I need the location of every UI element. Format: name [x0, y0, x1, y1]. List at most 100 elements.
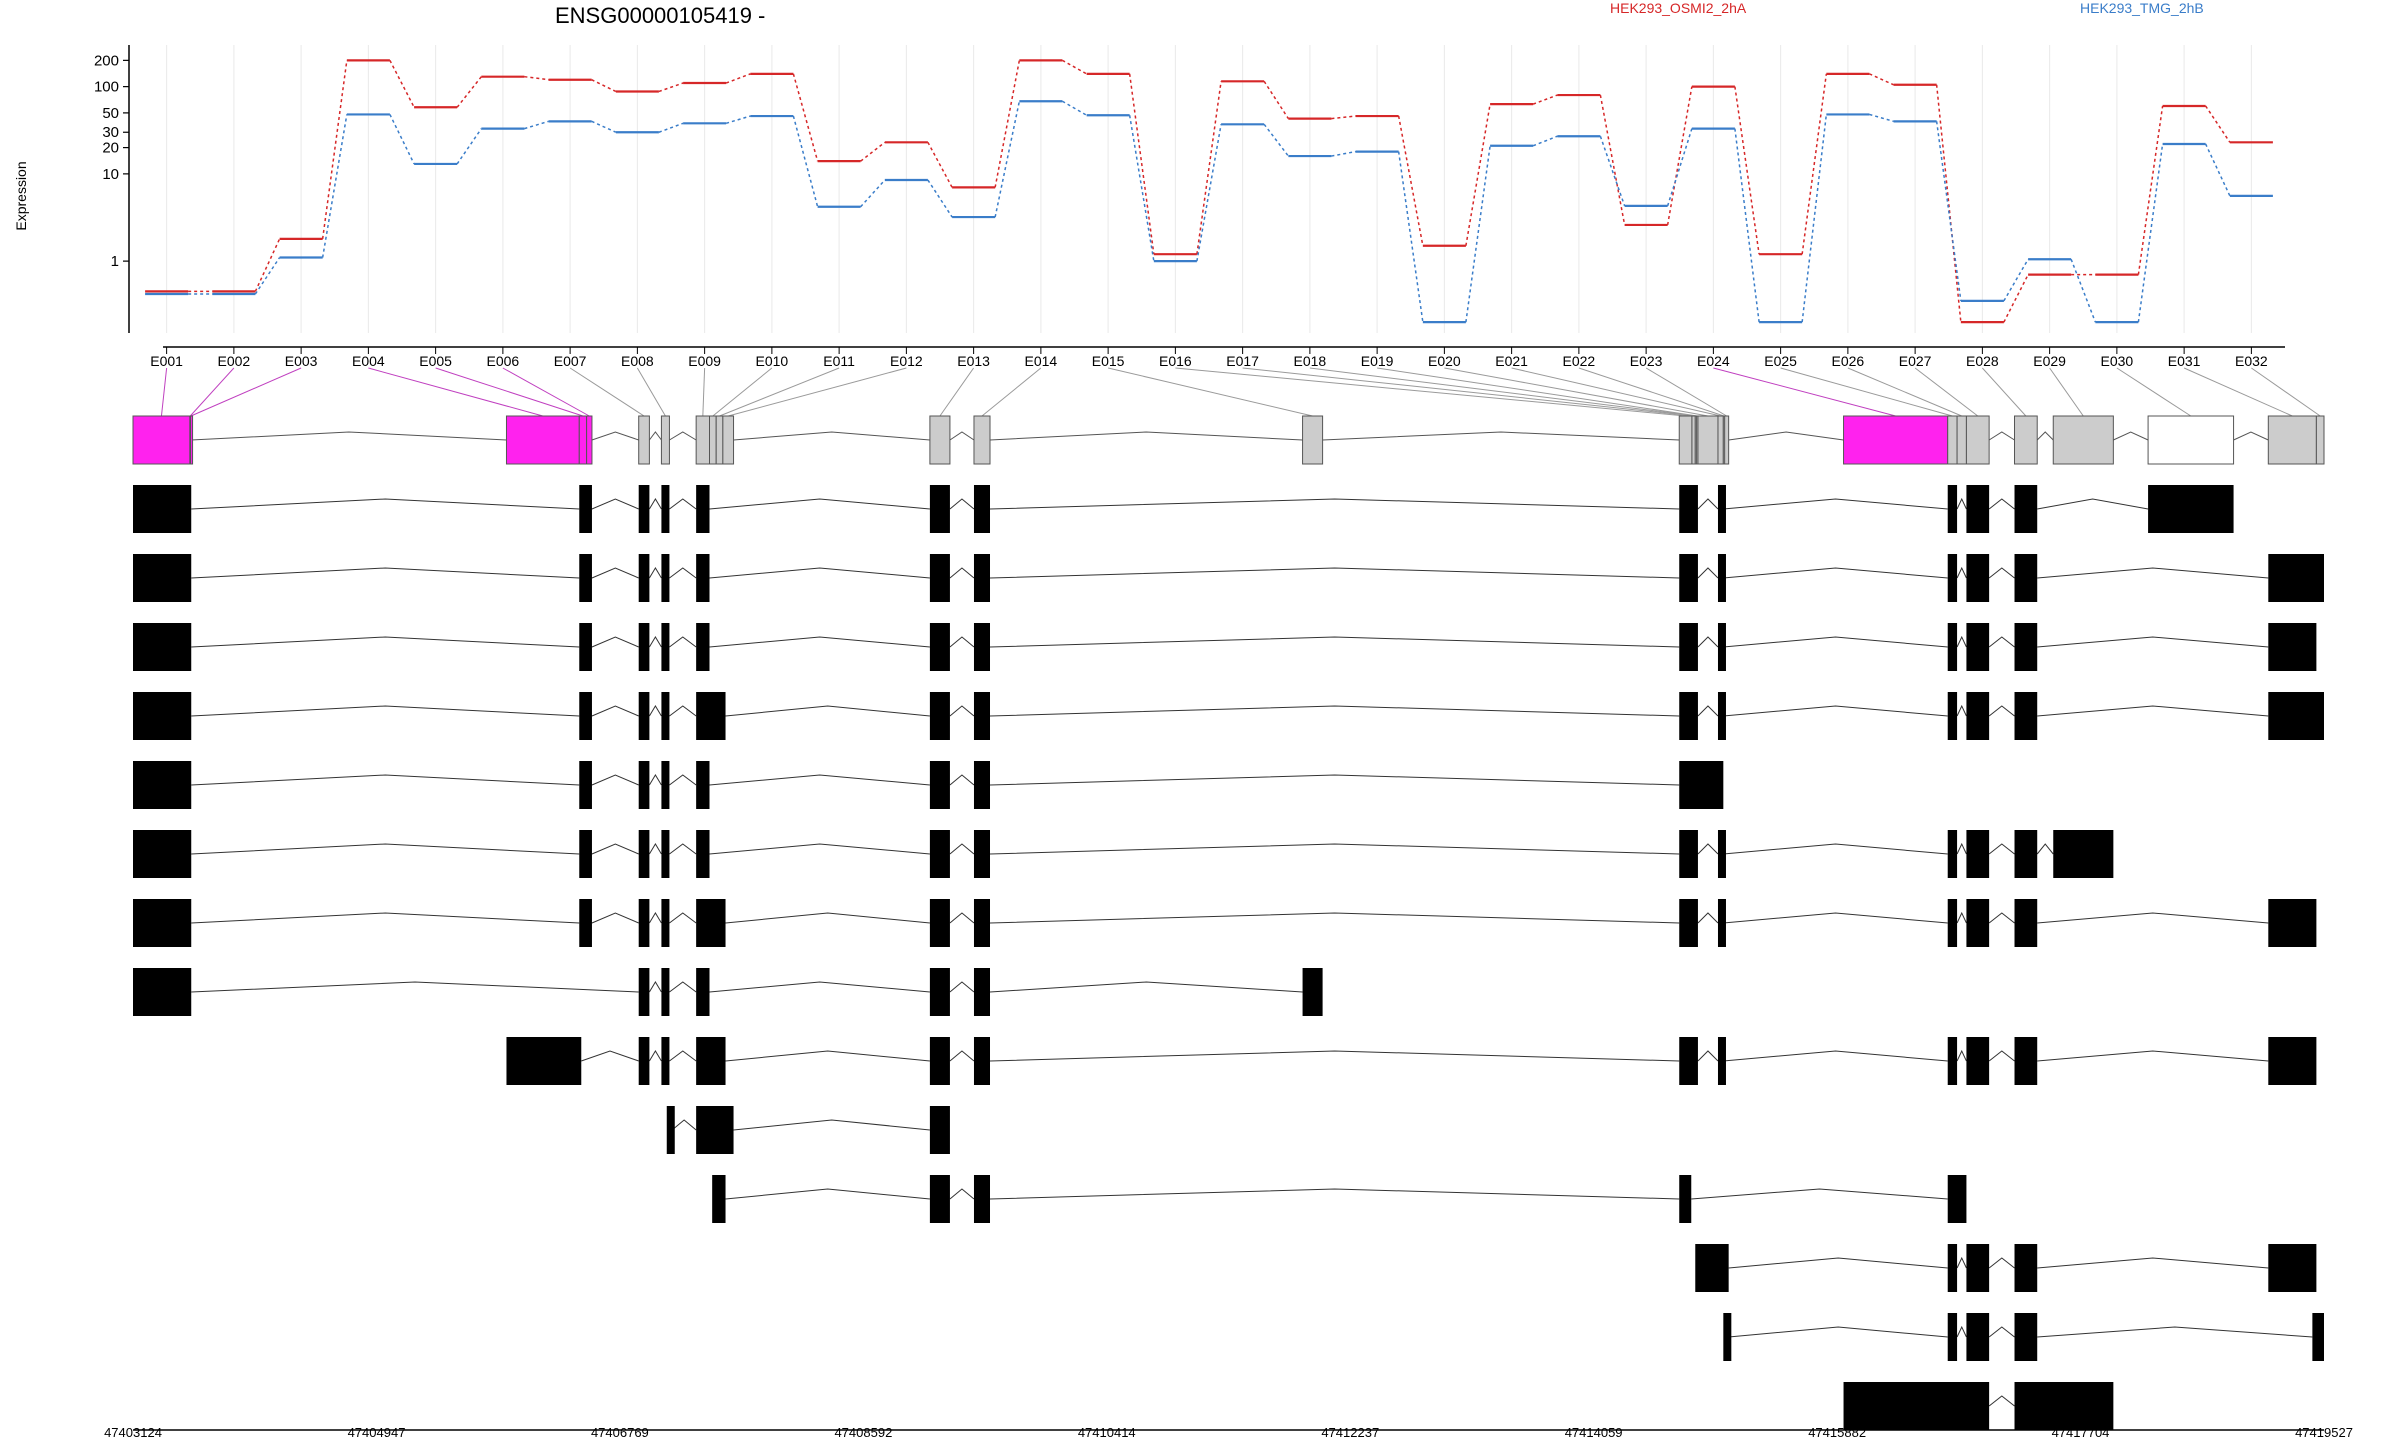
exon-connector — [569, 367, 645, 417]
series-2-connector — [2204, 143, 2231, 197]
transcript-exon — [929, 899, 950, 947]
series-1-connector — [1465, 104, 1491, 246]
transcript-intron — [709, 636, 930, 648]
series-1-connector — [1666, 86, 1693, 226]
series-1-connector — [2205, 105, 2231, 143]
transcript — [133, 485, 2234, 533]
series-2-connector — [321, 114, 348, 258]
transcript-intron — [1723, 705, 1948, 717]
exon-model-box — [190, 415, 194, 465]
transcript — [133, 692, 2324, 740]
transcript-exon — [638, 830, 650, 878]
transcript-exon — [1717, 899, 1726, 947]
x-tick-label: E005 — [419, 353, 452, 369]
series-1-connector — [321, 60, 348, 239]
transcript-models — [133, 485, 2324, 1430]
genome-tick-label: 47403124 — [104, 1425, 162, 1439]
transcript-exon — [133, 899, 192, 947]
transcript-intron — [1697, 705, 1719, 717]
transcript-exon — [2014, 830, 2038, 878]
x-tick-label: E008 — [621, 353, 654, 369]
series-1-connector — [792, 73, 819, 162]
x-tick-label: E019 — [1361, 353, 1394, 369]
exon-connector — [1578, 367, 1725, 417]
exon-connector — [1309, 367, 1697, 417]
transcript-exon — [666, 1106, 675, 1154]
exon-connector — [1511, 367, 1721, 417]
transcript-exon — [579, 485, 592, 533]
transcript — [1723, 1313, 2324, 1361]
transcript-exon — [638, 554, 650, 602]
transcript-intron — [1697, 1050, 1719, 1062]
series-2-connector — [254, 257, 281, 295]
exon-model-intron — [949, 431, 975, 441]
genome-tick-label: 47406769 — [591, 1425, 649, 1439]
transcript-intron — [591, 636, 639, 648]
exon-connector — [1444, 367, 1709, 417]
series-1-connector — [1869, 73, 1894, 86]
transcript-exon — [1695, 1244, 1729, 1292]
transcript-exon — [133, 761, 192, 809]
x-tick-label: E020 — [1428, 353, 1461, 369]
transcript-exon — [696, 761, 710, 809]
transcript-exon — [2014, 1313, 2038, 1361]
transcript-intron — [989, 567, 1680, 579]
series-2-connector — [1263, 123, 1289, 157]
transcript-exon — [1679, 761, 1724, 809]
x-tick-label: E009 — [688, 353, 721, 369]
x-tick-label: E018 — [1294, 353, 1327, 369]
transcript-intron — [1723, 636, 1948, 648]
exon-connector — [939, 367, 975, 417]
series-2-connector — [658, 122, 684, 133]
exon-model-box — [578, 415, 588, 465]
transcript-intron — [709, 774, 930, 786]
transcript-exon — [1723, 1313, 1732, 1361]
transcript-intron — [669, 705, 697, 717]
series-2-connector — [860, 179, 886, 208]
transcript-intron — [1988, 912, 2015, 924]
exon-connector — [1242, 367, 1694, 417]
transcript-intron — [191, 705, 580, 717]
series-2-connector — [389, 114, 415, 165]
transcript-exon — [1679, 554, 1698, 602]
transcript-intron — [191, 981, 639, 993]
transcript-intron — [949, 705, 975, 717]
transcript-intron — [2036, 843, 2054, 855]
transcript-exon — [929, 554, 950, 602]
transcript-exon — [1843, 1382, 1990, 1430]
transcript-intron — [709, 981, 930, 993]
transcript-intron — [949, 1188, 975, 1200]
transcript-intron — [989, 1050, 1680, 1062]
series-2-connector — [1599, 135, 1626, 207]
transcript-intron — [191, 567, 580, 579]
transcript-exon — [661, 485, 670, 533]
x-tick-label: E004 — [352, 353, 385, 369]
exon-model-intron — [1728, 431, 1844, 441]
transcript-intron — [989, 1188, 1680, 1200]
genome-tick-label: 47414059 — [1565, 1425, 1623, 1439]
grid-lines — [166, 45, 2252, 333]
series-2-connector — [2070, 258, 2097, 323]
exon-connector — [189, 367, 235, 417]
transcript-exon — [973, 554, 991, 602]
transcript-intron — [669, 498, 697, 510]
exon-model-box — [2052, 415, 2114, 465]
exon-model-intron — [1322, 431, 1680, 441]
exon-model-intron — [591, 431, 639, 441]
series-1-connector — [1196, 81, 1222, 255]
transcript-intron — [648, 498, 662, 510]
transcript-exon — [1966, 1313, 1990, 1361]
x-tick-label: E014 — [1025, 353, 1058, 369]
series-1-connector — [1599, 94, 1626, 226]
transcript-exon — [2268, 899, 2317, 947]
x-tick-label: E028 — [1966, 353, 1999, 369]
exon-connector — [719, 367, 840, 417]
transcript-exon — [1947, 1313, 1958, 1361]
exon-connector — [1780, 367, 1953, 417]
transcript — [133, 761, 1724, 809]
transcript-intron — [648, 981, 662, 993]
exon-connector — [702, 367, 706, 417]
exon-model-box — [638, 415, 650, 465]
transcript-exon — [1947, 1175, 1967, 1223]
